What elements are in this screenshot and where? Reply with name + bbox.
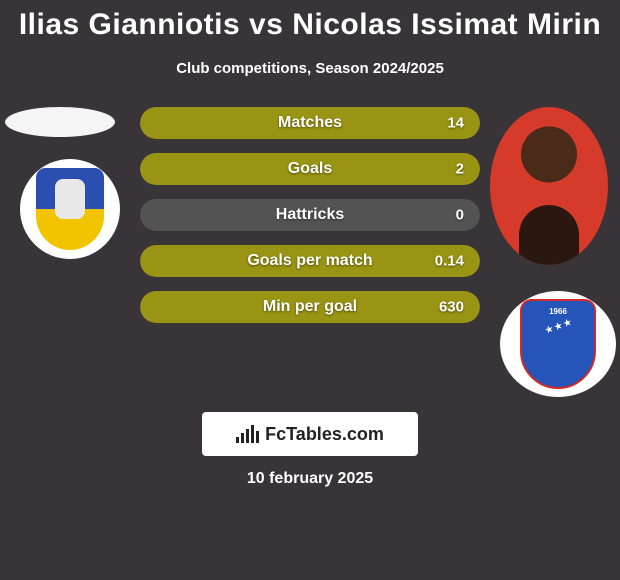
club-left-shield-icon (36, 168, 104, 250)
stat-value-right: 0.14 (435, 253, 464, 270)
stat-label: Matches (278, 114, 342, 132)
comparison-content: Matches 14 Goals 2 Hattricks 0 Goals per… (0, 107, 620, 437)
stat-value-right: 630 (439, 299, 464, 316)
stat-value-right: 2 (456, 161, 464, 178)
stat-bars: Matches 14 Goals 2 Hattricks 0 Goals per… (140, 107, 480, 337)
icon-bar (236, 437, 239, 443)
club-right-shield-icon (520, 299, 596, 389)
stat-row-matches: Matches 14 (140, 107, 480, 139)
player-right-avatar (490, 107, 608, 265)
icon-bar (246, 429, 249, 443)
stat-row-min-per-goal: Min per goal 630 (140, 291, 480, 323)
icon-bar (256, 431, 259, 443)
icon-bar (241, 433, 244, 443)
club-right-badge (500, 291, 616, 397)
footer-brand-text: FcTables.com (265, 424, 384, 445)
stat-label: Hattricks (276, 206, 344, 224)
club-left-badge (20, 159, 120, 259)
stat-row-hattricks: Hattricks 0 (140, 199, 480, 231)
stat-label: Goals (288, 160, 332, 178)
stat-label: Goals per match (247, 252, 372, 270)
player-left-avatar (5, 107, 115, 137)
stat-value-right: 0 (456, 207, 464, 224)
footer-brand-box: FcTables.com (202, 412, 418, 456)
stat-label: Min per goal (263, 298, 357, 316)
stat-row-goals-per-match: Goals per match 0.14 (140, 245, 480, 277)
footer-date: 10 february 2025 (247, 470, 373, 488)
stat-row-goals: Goals 2 (140, 153, 480, 185)
page-subtitle: Club competitions, Season 2024/2025 (0, 60, 620, 77)
icon-bar (251, 425, 254, 443)
footer-chart-icon (236, 425, 259, 443)
page-title: Ilias Gianniotis vs Nicolas Issimat Miri… (0, 0, 620, 42)
stat-value-right: 14 (447, 115, 464, 132)
